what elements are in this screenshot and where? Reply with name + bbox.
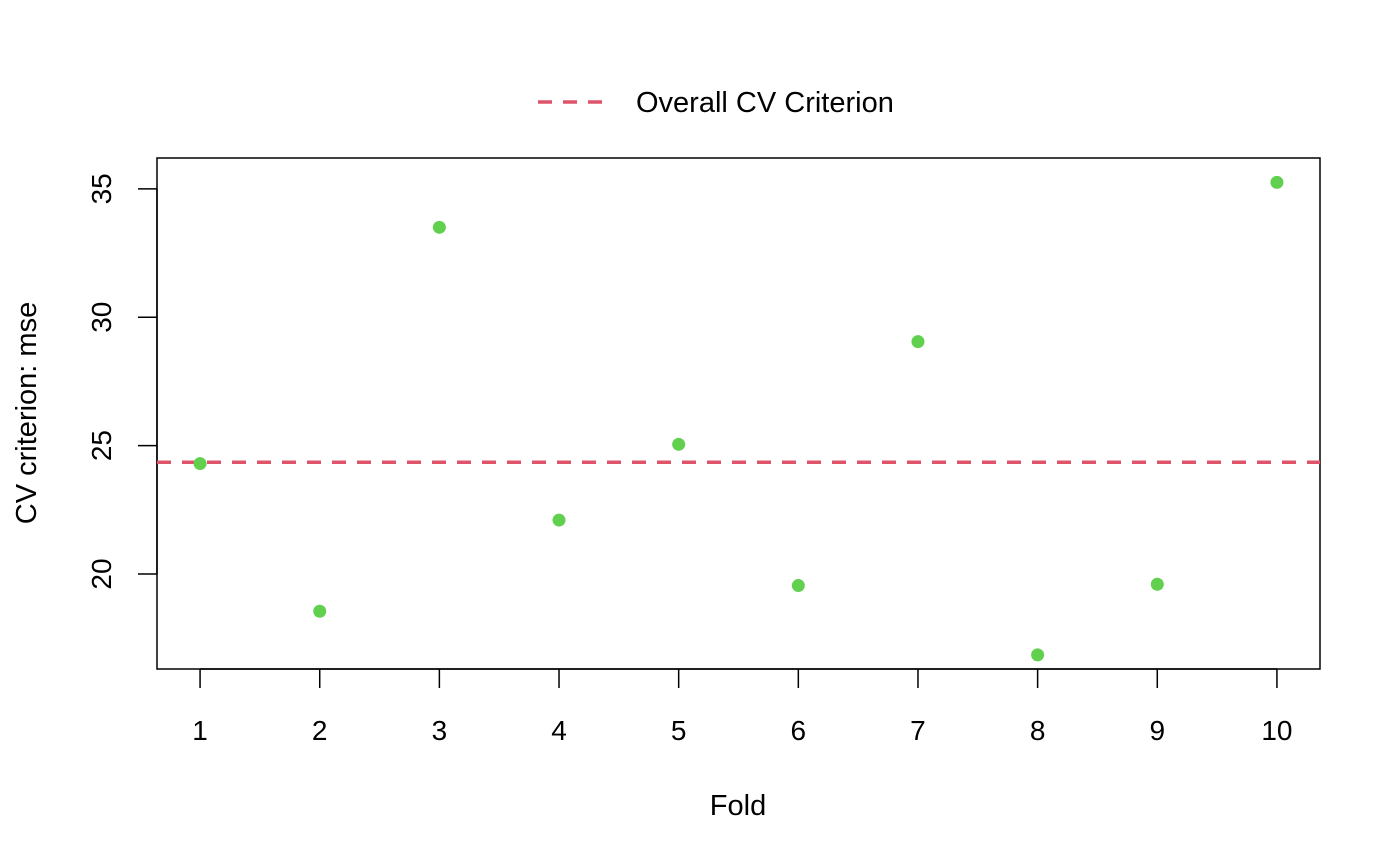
- x-tick-label: 6: [791, 715, 807, 746]
- data-point: [791, 579, 805, 593]
- data-point: [432, 220, 446, 234]
- data-point: [313, 604, 327, 618]
- x-tick-label: 10: [1261, 715, 1292, 746]
- data-point: [672, 437, 686, 451]
- x-axis-title: Fold: [710, 790, 766, 822]
- legend-label: Overall CV Criterion: [636, 87, 894, 119]
- data-point: [552, 513, 566, 527]
- x-tick-label: 2: [312, 715, 328, 746]
- x-axis: 1 2 3 4 5 6 7 8 9 10: [192, 668, 1293, 746]
- y-axis-title: CV criterion: mse: [11, 302, 43, 524]
- x-tick-label: 8: [1030, 715, 1046, 746]
- x-tick-label: 5: [671, 715, 687, 746]
- y-tick-label: 35: [86, 173, 117, 204]
- data-point: [1031, 648, 1045, 662]
- data-points: [193, 175, 1284, 662]
- legend: Overall CV Criterion: [538, 87, 894, 119]
- y-tick-label: 25: [86, 430, 117, 461]
- x-tick-label: 9: [1149, 715, 1165, 746]
- y-tick-label: 30: [86, 302, 117, 333]
- x-tick-label: 1: [192, 715, 208, 746]
- x-tick-label: 7: [910, 715, 926, 746]
- y-tick-label: 20: [86, 558, 117, 589]
- x-tick-label: 4: [551, 715, 567, 746]
- data-point: [1150, 577, 1164, 591]
- y-axis: 20 25 30 35: [86, 173, 158, 590]
- data-point: [1270, 175, 1284, 189]
- data-point: [193, 457, 207, 471]
- data-point: [911, 335, 925, 349]
- plot-frame: [156, 157, 1321, 670]
- x-tick-label: 3: [432, 715, 448, 746]
